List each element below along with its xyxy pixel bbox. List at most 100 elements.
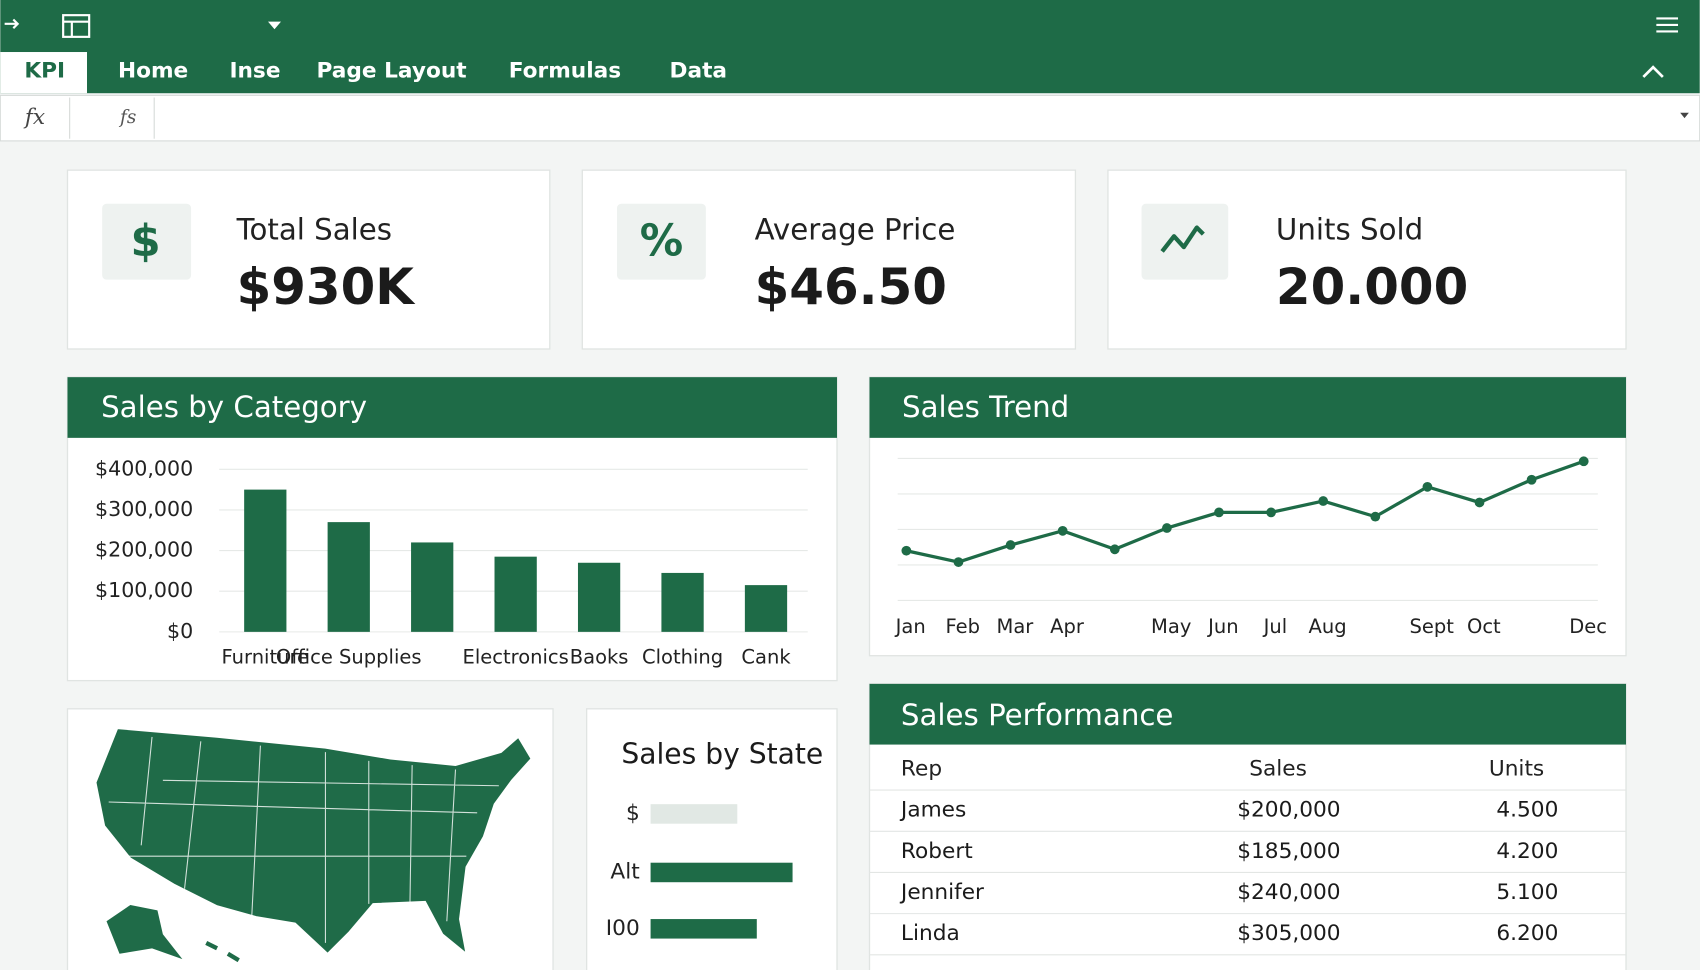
data-point bbox=[1578, 456, 1589, 467]
bar bbox=[327, 522, 370, 632]
collapse-ribbon[interactable] bbox=[1642, 65, 1664, 78]
ribbon-tab[interactable]: Page Layout bbox=[316, 59, 466, 84]
x-tick-label: Oct bbox=[1467, 615, 1501, 638]
data-point bbox=[1370, 511, 1381, 522]
ribbon-tab[interactable]: Inse bbox=[229, 59, 280, 84]
chart-header bbox=[869, 377, 1626, 438]
kpi-label: Total Sales bbox=[236, 212, 392, 246]
cell: $305,000 bbox=[1237, 921, 1340, 946]
data-point bbox=[1266, 507, 1276, 518]
ribbon-tab[interactable]: Data bbox=[669, 59, 727, 84]
ribbon-tab[interactable]: Formulas bbox=[509, 59, 621, 84]
cell: 5.100 bbox=[1496, 880, 1558, 905]
data-point bbox=[953, 557, 964, 567]
cell: $200,000 bbox=[1237, 798, 1340, 823]
bar-label: $ bbox=[626, 801, 640, 826]
kpi-label: Average Price bbox=[755, 212, 956, 246]
data-point bbox=[1162, 523, 1172, 533]
data-point bbox=[1526, 474, 1537, 485]
chart-title: Sales by State bbox=[621, 737, 823, 770]
alaska bbox=[106, 904, 183, 960]
cell: $185,000 bbox=[1237, 839, 1340, 864]
kpi-icon: $ bbox=[130, 216, 160, 266]
x-tick-label: Jun bbox=[1206, 615, 1238, 638]
x-tick-label: Sept bbox=[1410, 615, 1455, 638]
ribbon-tab[interactable]: KPI bbox=[24, 59, 65, 84]
menu-icon[interactable] bbox=[1656, 17, 1679, 33]
cell: Jennifer bbox=[899, 880, 984, 905]
cell: 4.500 bbox=[1496, 798, 1558, 823]
x-tick-label: Feb bbox=[946, 615, 981, 638]
hawaii bbox=[205, 940, 240, 963]
data-point bbox=[1057, 525, 1068, 536]
bar-label: I00 bbox=[606, 916, 640, 941]
y-tick-label: $400,000 bbox=[95, 456, 193, 480]
data-point bbox=[1109, 544, 1120, 555]
bar bbox=[411, 542, 454, 632]
trend-line bbox=[906, 459, 1585, 564]
bar bbox=[744, 585, 788, 632]
formula-bar bbox=[0, 94, 1700, 142]
column-header: Rep bbox=[901, 756, 942, 781]
x-tick-label: Mar bbox=[997, 615, 1035, 638]
column-header: Sales bbox=[1249, 756, 1307, 781]
data-point bbox=[1005, 540, 1016, 550]
insert-function[interactable]: fs bbox=[118, 107, 136, 128]
undo-icon[interactable] bbox=[4, 18, 20, 29]
table-header bbox=[869, 683, 1626, 745]
cell: Linda bbox=[901, 921, 960, 946]
tabs: KPI Home Inse Page Layout Formulas Data bbox=[24, 59, 727, 84]
kpi-icon: % bbox=[640, 216, 683, 266]
layout-icon[interactable] bbox=[62, 14, 91, 38]
bar bbox=[650, 862, 793, 883]
data-point bbox=[1474, 497, 1485, 508]
cell: $240,000 bbox=[1237, 880, 1340, 905]
active-tab[interactable] bbox=[0, 52, 88, 94]
y-tick-label: $100,000 bbox=[95, 578, 193, 602]
chart-header bbox=[67, 377, 837, 438]
bar-label: Alt bbox=[610, 859, 639, 884]
x-tick-label: Electronics bbox=[463, 645, 569, 668]
trend-icon bbox=[1160, 225, 1205, 253]
x-tick-label: Clothing bbox=[642, 645, 723, 668]
kpi-value: 20.000 bbox=[1276, 258, 1468, 316]
x-tick-label: Apr bbox=[1050, 615, 1085, 638]
formula-expand[interactable] bbox=[1680, 112, 1689, 119]
y-tick-label: $300,000 bbox=[95, 497, 193, 521]
cell: James bbox=[899, 798, 966, 823]
x-tick-label: Jan bbox=[894, 615, 926, 638]
kpi-value: $46.50 bbox=[755, 258, 947, 316]
x-tick-label: Cank bbox=[741, 645, 791, 668]
data-point bbox=[1214, 507, 1224, 518]
data-point bbox=[901, 545, 912, 556]
bar bbox=[661, 572, 704, 632]
y-tick-label: $200,000 bbox=[95, 538, 193, 562]
x-tick-label: Jul bbox=[1262, 615, 1288, 638]
x-tick-label: Baoks bbox=[570, 645, 629, 668]
kpi-value: $930K bbox=[237, 258, 417, 316]
data-point bbox=[1422, 481, 1433, 492]
name-box[interactable]: fx bbox=[23, 105, 45, 130]
chart-title: Sales Trend bbox=[902, 390, 1069, 424]
table: Rep Sales Units James $200,000 4.500 Robert $18… bbox=[869, 756, 1626, 956]
chart-title: Sales by Category bbox=[101, 390, 367, 424]
data-point bbox=[1318, 496, 1329, 506]
bar bbox=[494, 556, 537, 632]
x-tick-label: Office Supplies bbox=[276, 645, 422, 668]
bar bbox=[244, 489, 287, 632]
x-tick-label: Dec bbox=[1569, 615, 1607, 638]
cell: Robert bbox=[901, 839, 973, 864]
quick-access-dropdown[interactable] bbox=[268, 21, 282, 30]
state-borders bbox=[104, 736, 499, 943]
cell: 4.200 bbox=[1496, 839, 1558, 864]
x-tick-label: Aug bbox=[1308, 615, 1346, 638]
ribbon-tab[interactable]: Home bbox=[118, 59, 188, 84]
x-tick-label: May bbox=[1151, 615, 1191, 638]
bar bbox=[577, 562, 621, 632]
x-tick-label: Furniture bbox=[222, 645, 310, 668]
cell: 6.200 bbox=[1496, 921, 1558, 946]
kpi-label: Units Sold bbox=[1276, 212, 1423, 246]
table-title: Sales Performance bbox=[901, 698, 1174, 732]
kpi-icon-box bbox=[102, 203, 192, 280]
